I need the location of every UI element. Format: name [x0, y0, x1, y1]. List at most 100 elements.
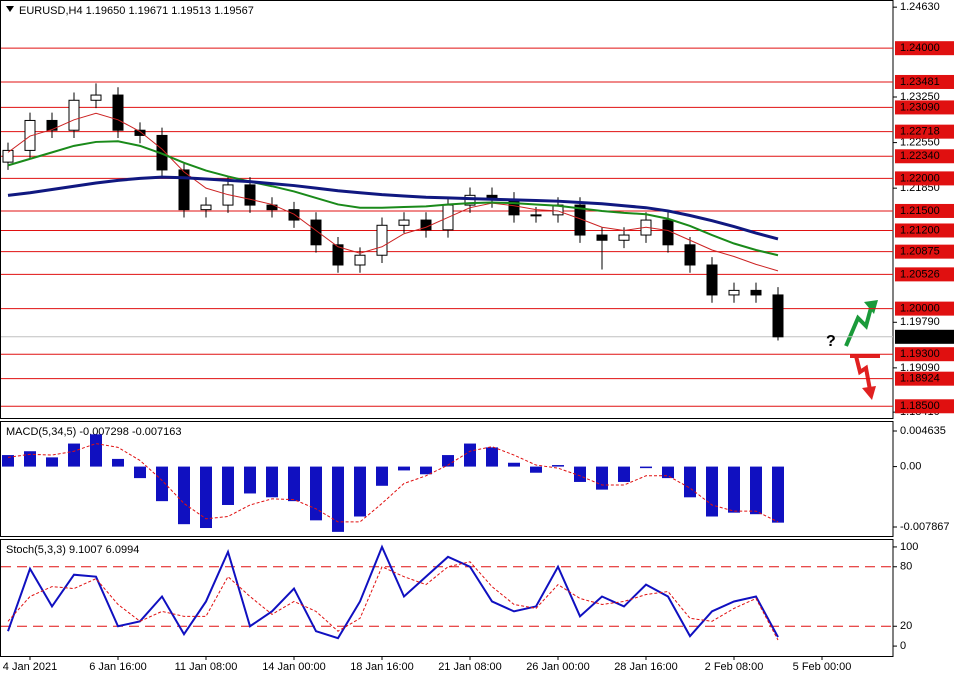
candle-body: [68, 99, 80, 131]
level-label-box: [895, 244, 954, 259]
histogram-bar: [156, 466, 168, 502]
x-tick-label: 6 Jan 16:00: [89, 661, 147, 673]
up-arrow-head: [864, 300, 878, 314]
histogram-bar: [376, 466, 388, 486]
candle-body: [354, 254, 366, 266]
y-tick-label: 0.00: [900, 460, 921, 472]
histogram-bar: [200, 466, 212, 529]
y-tick-label: 1.24630: [900, 1, 940, 13]
histogram-bar: [552, 465, 564, 467]
candle-body: [244, 184, 256, 206]
last-price-box: [895, 329, 954, 344]
level-label: 1.24000: [900, 42, 940, 54]
candle-body: [46, 119, 58, 131]
up-arrow: [844, 303, 874, 347]
candle-body: [728, 289, 740, 296]
histogram-bar: [134, 466, 146, 479]
level-label-box: [895, 100, 954, 115]
histogram-bar: [574, 466, 586, 482]
series-line: [7, 544, 779, 640]
y-tick-label: 1.19090: [900, 362, 940, 374]
candle-body: [596, 234, 608, 241]
histogram-bar: [90, 434, 102, 467]
histogram-bar: [354, 466, 366, 517]
level-label: 1.18500: [900, 400, 940, 412]
candle-body: [684, 244, 696, 266]
candle-body: [618, 234, 630, 241]
histogram-bar: [2, 455, 14, 467]
panel-title: Stoch(5,3,3) 9.1007 6.0994: [6, 544, 139, 556]
level-label: 1.20875: [900, 246, 940, 258]
x-tick-label: 4 Jan 2021: [3, 661, 57, 673]
candle-body: [574, 204, 586, 236]
level-label-box: [895, 74, 954, 89]
level-label-box: [895, 223, 954, 238]
candle-body: [134, 129, 146, 136]
candle-body: [2, 149, 14, 163]
histogram-bar: [464, 443, 476, 467]
series-line: [7, 561, 779, 641]
candle-body: [310, 219, 322, 246]
histogram-bar: [706, 466, 718, 517]
candle-body: [200, 204, 212, 211]
level-label: 1.20526: [900, 268, 940, 280]
histogram-bar: [46, 457, 58, 467]
level-label: 1.22718: [900, 126, 940, 138]
candle-body: [530, 214, 542, 217]
level-label-box: [895, 203, 954, 218]
histogram-bar: [508, 462, 520, 467]
x-tick-label: 26 Jan 00:00: [526, 661, 590, 673]
panel-frame: [0, 0, 894, 419]
level-label-box: [895, 267, 954, 282]
x-tick-label: 11 Jan 08:00: [175, 661, 238, 673]
panel-title: MACD(5,34,5) -0.007298 -0.007163: [6, 426, 182, 438]
histogram-bar: [332, 466, 344, 532]
histogram-bar: [266, 466, 278, 498]
candle-body: [772, 294, 784, 338]
level-label: 1.21500: [900, 205, 940, 217]
panel-frame: [0, 421, 894, 537]
level-label-box: [895, 347, 954, 362]
panel-title: EURUSD,H4 1.19650 1.19671 1.19513 1.1956…: [19, 5, 254, 17]
histogram-bar: [442, 455, 454, 467]
candle-body: [112, 94, 124, 131]
histogram-bar: [288, 466, 300, 502]
histogram-bar: [310, 466, 322, 521]
level-label-box: [895, 301, 954, 316]
histogram-bar: [728, 466, 740, 513]
x-tick-label: 28 Jan 16:00: [614, 661, 678, 673]
histogram-bar: [112, 458, 124, 467]
x-tick-label: 2 Feb 08:00: [705, 661, 764, 673]
y-tick-label: 80: [900, 561, 912, 573]
candle-body: [706, 264, 718, 296]
annotation: ?: [826, 333, 836, 350]
level-label-box: [895, 41, 954, 56]
level-label-box: [895, 124, 954, 139]
candle-body: [398, 219, 410, 226]
histogram-bar: [420, 466, 432, 475]
level-label: 1.20000: [900, 303, 940, 315]
x-tick-label: 18 Jan 16:00: [350, 661, 414, 673]
level-label: 1.19300: [900, 348, 940, 360]
y-tick-label: 1.19790: [900, 316, 940, 328]
histogram-bar: [750, 466, 762, 515]
candle-body: [332, 244, 344, 266]
histogram-bar: [68, 443, 80, 467]
histogram-bar: [772, 466, 784, 523]
histogram-bar: [486, 447, 498, 467]
level-label-box: [895, 149, 954, 164]
y-tick-label: -0.007867: [900, 521, 950, 533]
last-price-label: 1.19567: [900, 331, 940, 343]
histogram-bar: [530, 466, 542, 473]
y-tick-label: 1.22550: [900, 136, 940, 148]
level-label: 1.22340: [900, 150, 940, 162]
level-label-box: [895, 399, 954, 414]
signal-arrows: [844, 300, 880, 400]
histogram-bar: [662, 466, 674, 479]
histogram-bar: [222, 466, 234, 505]
x-tick-label: 5 Feb 00:00: [793, 661, 852, 673]
y-tick-label: 1.23250: [900, 91, 940, 103]
candle-body: [376, 224, 388, 256]
panel-frame: [0, 539, 894, 657]
